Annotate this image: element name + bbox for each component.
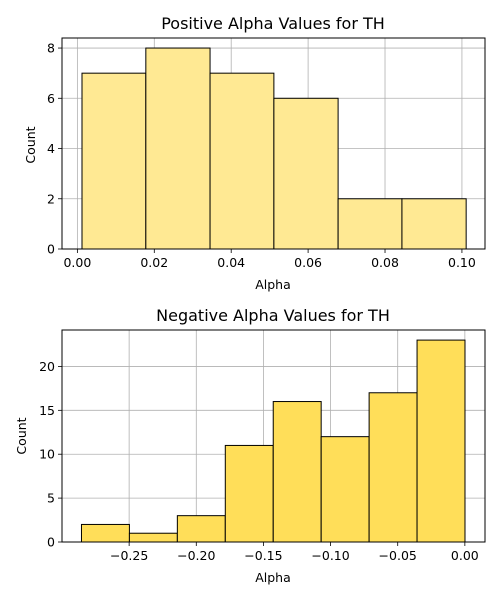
y-tick-label: 0 [47, 535, 55, 550]
histogram-bar [337, 198, 403, 250]
histogram-bar [368, 392, 418, 543]
y-tick-label: 10 [39, 447, 55, 462]
x-tick-label: −0.15 [244, 548, 282, 563]
plot-frame [61, 37, 486, 250]
y-axis-label: Count [23, 126, 38, 163]
y-tick-label: 0 [47, 242, 55, 257]
histogram-bar [209, 72, 275, 250]
x-axis-label: Alpha [255, 570, 291, 585]
chart-negative-alpha: Negative Alpha Values for TH −0.25 −0.20−… [14, 306, 486, 585]
x-tick-label: 0.06 [294, 255, 322, 270]
x-axis-label: Alpha [255, 277, 291, 292]
chart-title: Negative Alpha Values for TH [156, 306, 390, 325]
y-tick-label: 2 [47, 191, 55, 206]
y-ticks: 0 5 10 15 20 [39, 359, 62, 550]
histogram-bar [80, 523, 130, 543]
histogram-bar [416, 339, 466, 543]
plot-frame [61, 329, 486, 543]
bars [80, 339, 466, 543]
histogram-bar [272, 401, 322, 543]
histogram-bar [81, 72, 147, 250]
histogram-bar [273, 97, 339, 250]
x-tick-label: 0.04 [217, 255, 245, 270]
y-tick-label: 15 [39, 403, 55, 418]
y-tick-label: 5 [47, 491, 55, 506]
x-tick-label: −0.20 [177, 548, 215, 563]
x-tick-label: −0.25 [110, 548, 148, 563]
bars [81, 47, 467, 250]
histogram-bar [176, 515, 226, 543]
chart-positive-alpha: Positive Alpha Values for TH 0.00 0.02 0.0… [23, 14, 486, 292]
histogram-bar [401, 198, 467, 250]
histogram-bar [320, 436, 370, 543]
x-tick-label: 0.00 [63, 255, 91, 270]
x-ticks: −0.25 −0.20 −0.15 −0.10 −0.05 0.00 [110, 542, 479, 563]
y-axis-label: Count [14, 417, 29, 454]
y-tick-label: 20 [39, 359, 55, 374]
chart-title: Positive Alpha Values for TH [161, 14, 385, 33]
x-tick-label: 0.02 [140, 255, 168, 270]
y-ticks: 0 2 4 6 8 [47, 41, 62, 257]
y-tick-label: 4 [47, 141, 55, 156]
x-tick-label: −0.05 [379, 548, 417, 563]
histogram-bar [224, 444, 274, 543]
histogram-bar [145, 47, 211, 250]
histogram-bar [128, 532, 178, 543]
x-tick-label: 0.08 [371, 255, 399, 270]
y-tick-label: 6 [47, 91, 55, 106]
x-tick-label: 0.10 [448, 255, 476, 270]
x-tick-label: 0.00 [451, 548, 479, 563]
x-ticks: 0.00 0.02 0.04 0.06 0.08 0.10 [63, 249, 476, 270]
x-tick-label: −0.10 [311, 548, 349, 563]
y-tick-label: 8 [47, 41, 55, 56]
